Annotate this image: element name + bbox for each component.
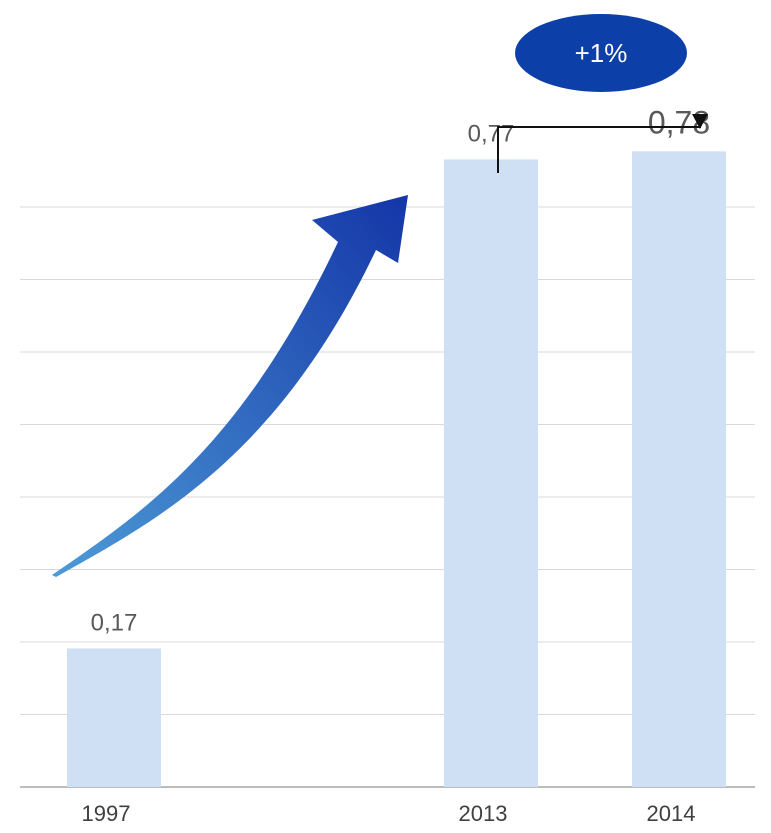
change-bubble <box>515 14 687 92</box>
x-axis-tick-labels: 1997 2013 2014 <box>82 801 696 826</box>
bar-2013 <box>444 159 538 787</box>
data-label-background <box>458 119 524 150</box>
growth-arrow <box>52 195 408 577</box>
bar-1997 <box>67 648 161 787</box>
data-label-background <box>639 103 719 142</box>
data-label-2013: 0,77 <box>468 120 515 147</box>
change-connector-arrowhead <box>692 114 708 129</box>
growth-arrow-shape <box>52 195 408 577</box>
data-labels: 0,170,77 0,78 <box>81 103 719 639</box>
bar-2014 <box>632 151 726 788</box>
x-tick-label-2013: 2013 <box>459 801 508 826</box>
change-annotation: +1% <box>497 14 708 173</box>
x-tick-label-1997: 1997 <box>82 801 131 826</box>
data-label-1997: 0,17 <box>91 609 138 636</box>
x-tick-label-2014: 2014 <box>647 801 696 826</box>
data-label-background <box>81 608 147 639</box>
change-label: +1% <box>575 38 628 68</box>
bars <box>67 151 726 788</box>
